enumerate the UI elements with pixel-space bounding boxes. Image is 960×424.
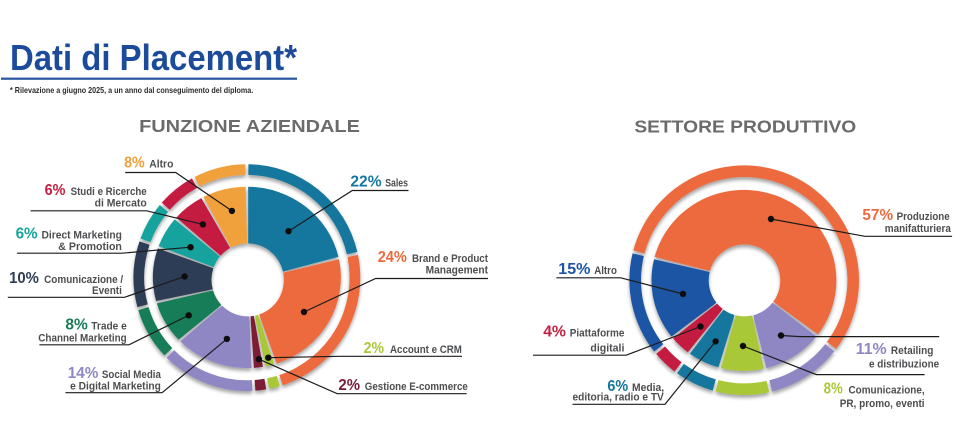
svg-text:Account e CRM: Account e CRM (390, 344, 462, 356)
svg-text:Comunicazione /: Comunicazione / (44, 274, 123, 286)
svg-text:4%: 4% (543, 323, 566, 340)
svg-text:Channel Marketing: Channel Marketing (38, 332, 126, 344)
svg-text:Trade e: Trade e (91, 321, 126, 333)
svg-text:manifatturiera: manifatturiera (885, 223, 952, 235)
svg-text:2%: 2% (338, 377, 360, 394)
svg-text:PR, promo, eventi: PR, promo, eventi (840, 398, 925, 410)
svg-text:SETTORE PRODUTTIVO: SETTORE PRODUTTIVO (634, 117, 856, 137)
svg-text:6%: 6% (16, 226, 38, 243)
svg-text:Altro: Altro (149, 159, 173, 171)
svg-text:11%: 11% (856, 341, 887, 358)
svg-text:Dati di Placement*: Dati di Placement* (10, 37, 297, 78)
svg-text:editoria, radio e TV: editoria, radio e TV (573, 391, 665, 403)
svg-text:& Promotion: & Promotion (58, 241, 122, 253)
svg-text:8%: 8% (65, 317, 87, 334)
svg-text:6%: 6% (607, 378, 628, 395)
svg-text:Piattaforme: Piattaforme (570, 327, 625, 339)
svg-text:Studi e Ricerche: Studi e Ricerche (71, 186, 147, 198)
svg-text:14%: 14% (68, 365, 99, 382)
svg-text:Direct Marketing: Direct Marketing (42, 230, 122, 242)
svg-text:Comunicazione,: Comunicazione, (849, 385, 925, 397)
svg-text:FUNZIONE AZIENDALE: FUNZIONE AZIENDALE (139, 116, 360, 136)
svg-text:Eventi: Eventi (92, 285, 122, 297)
svg-text:24%: 24% (378, 249, 407, 266)
svg-text:Management: Management (426, 264, 489, 276)
svg-text:Gestione E-commerce: Gestione E-commerce (365, 381, 468, 393)
svg-text:22%: 22% (350, 174, 381, 191)
svg-text:8%: 8% (124, 155, 145, 172)
svg-text:Produzione: Produzione (897, 211, 950, 223)
svg-text:Brand e Product: Brand e Product (412, 253, 488, 265)
svg-text:Sales: Sales (385, 178, 408, 190)
svg-text:* Rilevazione a giugno 2025, a: * Rilevazione a giugno 2025, a un anno d… (10, 85, 253, 95)
svg-text:Retailing: Retailing (891, 345, 934, 357)
svg-text:di Mercato: di Mercato (95, 197, 147, 209)
svg-text:8%: 8% (824, 381, 843, 398)
svg-text:Media,: Media, (632, 382, 664, 394)
svg-text:10%: 10% (9, 270, 39, 287)
svg-text:digitali: digitali (590, 342, 624, 354)
svg-text:Altro: Altro (594, 265, 617, 277)
svg-text:2%: 2% (364, 340, 384, 357)
svg-text:e Digital Marketing: e Digital Marketing (70, 381, 161, 393)
svg-text:6%: 6% (45, 182, 66, 199)
svg-text:15%: 15% (558, 261, 590, 278)
svg-text:e distribuzione: e distribuzione (869, 358, 939, 370)
svg-text:Social Media: Social Media (102, 369, 162, 381)
svg-text:57%: 57% (862, 207, 893, 224)
